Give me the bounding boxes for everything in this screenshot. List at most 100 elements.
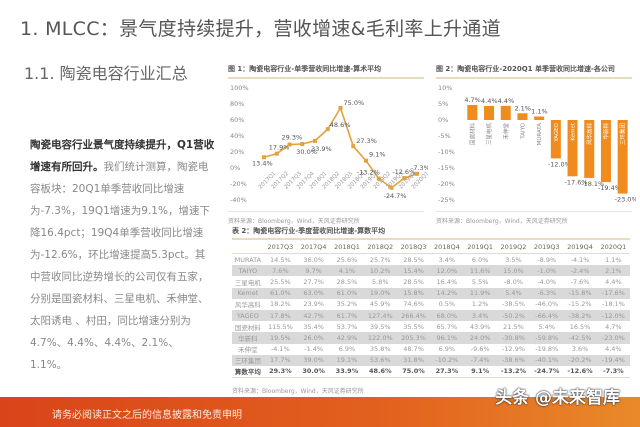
table-cell: 12.0% <box>430 265 464 277</box>
table-cell: -1.4% <box>304 345 324 354</box>
table-cell: 21.5% <box>503 322 524 331</box>
table-cell: 6.9% <box>338 345 356 354</box>
page-title: 1. MLCC：景气度持续提升，营收增速&毛利率上升通道 <box>20 18 501 40</box>
y-tick-label: -15% <box>438 164 455 172</box>
data-label: -12.6% <box>392 168 415 176</box>
data-point <box>287 142 292 147</box>
bar <box>517 113 528 120</box>
y-tick-label: 0% <box>230 164 240 172</box>
column-header: 2019Q4 <box>563 238 597 254</box>
y-tick-label: -20% <box>438 180 455 188</box>
bar <box>600 120 611 183</box>
row-label: 算数平均 <box>232 365 264 379</box>
data-point <box>351 144 356 149</box>
table-cell: 4.4% <box>605 277 622 286</box>
bar-value-label: -19.4% <box>598 184 621 192</box>
column-header: 2019Q2 <box>496 238 531 254</box>
bar <box>534 116 545 120</box>
table-cell: -6.3% <box>530 287 564 299</box>
data-point <box>300 142 305 146</box>
x-category-label: TAIYO <box>520 122 526 139</box>
table-cell: 39.5% <box>369 322 391 331</box>
table-cell: 61.0% <box>263 287 298 299</box>
table-cell: 31.8% <box>396 354 431 366</box>
table-cell: 35.2% <box>336 300 358 309</box>
table-cell: -66.4% <box>530 309 564 322</box>
table-row: 国瓷材料 115.5% 35.4% 53.7% 39.5% 35.5% 65.7% 43.9%… <box>232 321 630 332</box>
table-cell: 5.4% <box>538 322 555 331</box>
summary-text: 我们统计测算，陶瓷电容板块：20Q1单季营收同比增速为-7.3%，19Q1增速为… <box>30 161 210 371</box>
table-cell: 43.9% <box>469 322 491 331</box>
y-tick-label: 20% <box>230 148 244 156</box>
data-label: 30.0% <box>296 148 317 156</box>
table-cell: 0.5% <box>438 300 456 309</box>
data-point <box>325 127 330 132</box>
table-cell: 42.7% <box>297 309 331 322</box>
table-cell: -10.2% <box>430 354 464 366</box>
table-cell: -30.8% <box>496 332 531 344</box>
row-label: 三星电机 <box>234 278 261 287</box>
bar-value-label: -17.6% <box>565 178 588 186</box>
table-cell: 35.5% <box>403 322 424 331</box>
table-row: 华新科 19.5% 26.0% 42.9% 122.0% 205.3% 96.1% 24.0%… <box>232 332 630 344</box>
column-header <box>232 238 264 254</box>
table-cell: -59.8% <box>530 332 564 344</box>
table-cell: -24.7% <box>530 365 564 379</box>
table-cell: -38.6% <box>496 354 531 366</box>
table-cell: 65.7% <box>436 322 458 331</box>
data-label: 33.9% <box>311 145 332 153</box>
table-cell: 19.5% <box>263 332 298 344</box>
bar <box>617 120 628 194</box>
table-cell: 14.5% <box>270 255 291 264</box>
data-point <box>402 176 407 181</box>
table-cell: -19.4% <box>596 354 630 366</box>
table-cell: 25.5% <box>270 277 291 286</box>
figure1-line-chart: -40%-20%0%20%40%60%80%100%13.4%2017Q117.… <box>230 84 428 204</box>
data-label: -13.2% <box>357 169 380 177</box>
column-header: 2020Q1 <box>596 238 630 254</box>
table-cell: 19.0% <box>363 287 397 299</box>
table-cell: -46.0% <box>535 300 559 309</box>
data-point <box>415 171 419 176</box>
figure1-title: 图 1：陶瓷电容行业-单季营收同比增速-算术平均 <box>228 64 424 79</box>
table-cell: 35.4% <box>303 322 324 331</box>
bar-value-label: -12.0% <box>548 160 571 168</box>
table-cell: 27.7% <box>303 277 324 286</box>
y-tick-label: -20% <box>230 180 247 188</box>
table-header-row: 2017Q3 2017Q4 2018Q1 2018Q2 2018Q3 2018Q4 2019… <box>232 238 630 254</box>
row-label: 禾伸堂 <box>238 346 258 355</box>
summary-lead: 陶瓷电容行业景气度持续提升，Q1营收增速有所回升。 <box>30 139 215 173</box>
y-tick-label: 10% <box>438 84 452 92</box>
data-point <box>274 151 279 156</box>
table-cell: 127.4% <box>363 309 397 322</box>
table-cell: -50.2% <box>496 309 531 322</box>
bar <box>550 120 561 159</box>
bar <box>467 104 478 120</box>
data-label: 75.0% <box>344 99 365 107</box>
column-header: 2018Q2 <box>363 238 397 254</box>
table-cell: 18.2% <box>270 300 291 309</box>
table-row: 三环集团 17.7% 39.0% 19.1% 53.6% 31.8% -10.2% -7.4%… <box>232 354 630 366</box>
x-category-label: Kemet <box>571 122 577 140</box>
table-cell: 266.4% <box>396 309 431 322</box>
table-cell: -18.1% <box>601 300 625 309</box>
x-category-label: 禾伸堂 <box>502 123 510 140</box>
table-cell: 36.0% <box>303 255 324 264</box>
table-cell: 24.0% <box>463 332 497 344</box>
table-cell: -38.5% <box>501 300 525 309</box>
table-cell: 74.6% <box>403 300 424 309</box>
table-cell: 4.7% <box>605 322 622 331</box>
bar <box>484 105 495 120</box>
data-label: 27.3% <box>356 137 377 145</box>
table-cell: 7.6% <box>263 265 298 277</box>
table-cell: -4.0% <box>537 277 557 286</box>
table-cell: 29.3% <box>263 365 298 379</box>
table-cell: 27.3% <box>430 365 464 379</box>
table2-source: 资料来源：Bloomberg，Wind，天风证券研究所 <box>232 388 364 395</box>
table-cell: 48.6% <box>363 365 397 379</box>
column-header: 2017Q3 <box>263 238 298 254</box>
table-cell: -42.5% <box>563 332 597 344</box>
data-point <box>389 185 394 190</box>
table-cell: -15.8% <box>563 287 597 299</box>
table-cell: -8.9% <box>537 255 557 264</box>
